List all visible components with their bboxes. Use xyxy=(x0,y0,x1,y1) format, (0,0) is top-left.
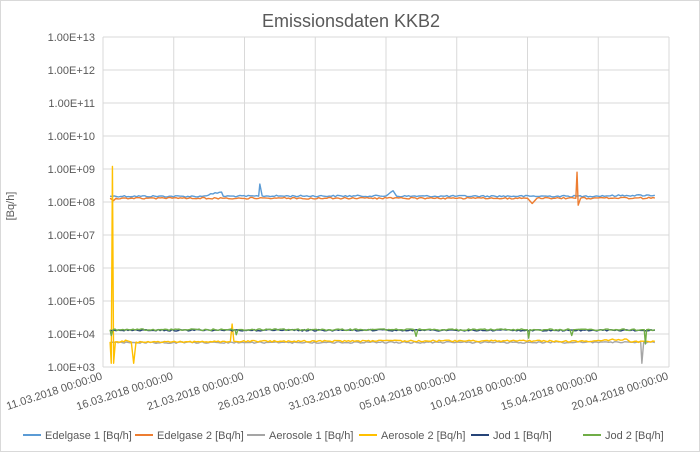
y-tick-label: 1.00E+05 xyxy=(48,296,95,308)
y-tick-label: 1.00E+04 xyxy=(48,329,95,341)
y-tick-labels: 1.00E+03 1.00E+04 1.00E+05 1.00E+06 1.00E+07… xyxy=(48,32,95,374)
y-tick-label: 1.00E+10 xyxy=(48,131,95,143)
series-line-6 xyxy=(109,328,656,345)
series-layer xyxy=(109,165,656,364)
legend-label: Jod 1 [Bq/h] xyxy=(493,430,552,442)
chart-title: Emissionsdaten KKB2 xyxy=(262,11,440,31)
y-tick-label: 1.00E+06 xyxy=(48,263,95,275)
series-line-3 xyxy=(109,340,656,364)
legend-label: Aerosole 1 [Bq/h] xyxy=(269,430,353,442)
series-line-1 xyxy=(109,183,656,198)
y-tick-label: 1.00E+07 xyxy=(48,230,95,242)
y-axis-title: [Bq/h] xyxy=(5,192,17,221)
grid-layer xyxy=(102,36,670,368)
y-tick-label: 1.00E+11 xyxy=(48,98,95,110)
y-tick-label: 1.00E+13 xyxy=(48,32,95,44)
legend: Edelgase 1 [Bq/h] Edelgase 2 [Bq/h] Aeroso… xyxy=(23,430,664,442)
y-tick-label: 1.00E+03 xyxy=(48,362,95,374)
y-tick-label: 1.00E+08 xyxy=(48,197,95,209)
legend-label: Jod 2 [Bq/h] xyxy=(605,430,664,442)
y-tick-label: 1.00E+09 xyxy=(48,164,95,176)
legend-label: Edelgase 2 [Bq/h] xyxy=(157,430,244,442)
legend-label: Edelgase 1 [Bq/h] xyxy=(45,430,132,442)
series-line-2 xyxy=(109,171,656,206)
y-tick-label: 1.00E+12 xyxy=(48,65,95,77)
series-line-4 xyxy=(109,165,655,364)
legend-label: Aerosole 2 [Bq/h] xyxy=(381,430,465,442)
